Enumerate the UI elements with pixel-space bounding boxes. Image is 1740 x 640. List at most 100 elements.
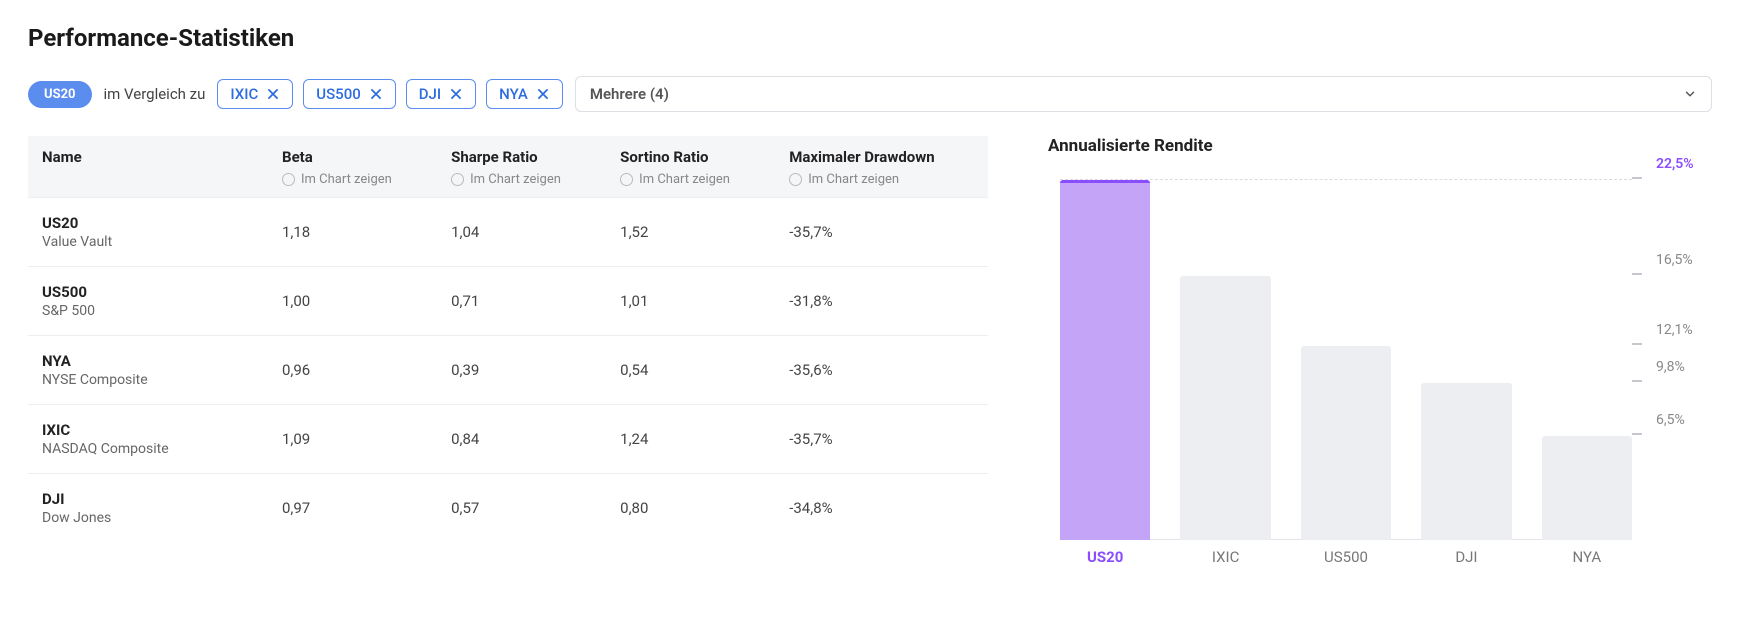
radio-icon (620, 173, 633, 186)
tag-label: NYA (499, 85, 528, 103)
bar-label: DJI (1455, 548, 1477, 566)
sortino-cell: 1,52 (606, 198, 775, 267)
show-in-chart-toggle[interactable]: Im Chart zeigen (620, 172, 761, 187)
row-symbol: IXIC (42, 421, 254, 439)
show-in-chart-toggle[interactable]: Im Chart zeigen (451, 172, 592, 187)
tag-label: US500 (316, 85, 360, 103)
compare-tag-ixic[interactable]: IXIC (217, 79, 293, 109)
compare-dropdown[interactable]: Mehrere (4) (575, 76, 1712, 112)
column-header-sortino: Sortino Ratio Im Chart zeigen (606, 136, 775, 198)
compare-row: US20 im Vergleich zu IXICUS500DJINYA Meh… (28, 76, 1712, 112)
bar-rect (1180, 276, 1270, 540)
close-icon[interactable] (449, 87, 463, 101)
drawdown-cell: -35,7% (775, 405, 988, 474)
tag-label: DJI (419, 85, 441, 103)
bar-us500[interactable]: US500 (1301, 180, 1391, 540)
bar-rect (1060, 180, 1150, 540)
dropdown-label: Mehrere (4) (590, 85, 669, 103)
close-icon[interactable] (536, 87, 550, 101)
row-name: Dow Jones (42, 510, 254, 526)
drawdown-cell: -35,6% (775, 336, 988, 405)
table-row: US20Value Vault1,181,041,52-35,7% (28, 198, 988, 267)
sharpe-cell: 1,04 (437, 198, 606, 267)
radio-icon (789, 173, 802, 186)
show-in-chart-label: Im Chart zeigen (470, 172, 561, 187)
y-axis-label: 12,1% (1642, 322, 1712, 338)
bar-cap (1060, 180, 1150, 183)
bar-label: NYA (1573, 548, 1602, 566)
bar-dji[interactable]: DJI (1421, 180, 1511, 540)
sharpe-cell: 0,71 (437, 267, 606, 336)
column-header-name: Name (28, 136, 268, 198)
sharpe-cell: 0,39 (437, 336, 606, 405)
tag-label: IXIC (230, 85, 258, 103)
y-axis-label: 22,5% (1642, 156, 1712, 172)
beta-cell: 1,09 (268, 405, 437, 474)
page-title: Performance-Statistiken (28, 24, 1712, 52)
drawdown-cell: -35,7% (775, 198, 988, 267)
sharpe-cell: 0,57 (437, 474, 606, 542)
table-row: IXIC NASDAQ Composite 1,090,841,24-35,7% (28, 405, 988, 474)
compare-tag-nya[interactable]: NYA (486, 79, 563, 109)
row-symbol: US500 (42, 283, 254, 301)
drawdown-cell: -31,8% (775, 267, 988, 336)
show-in-chart-toggle[interactable]: Im Chart zeigen (789, 172, 974, 187)
name-cell: IXIC NASDAQ Composite (28, 405, 268, 474)
bar-label: US20 (1087, 548, 1123, 566)
row-name: S&P 500 (42, 303, 254, 319)
name-cell: US500 S&P 500 (28, 267, 268, 336)
column-label: Sharpe Ratio (451, 148, 592, 166)
column-label: Beta (282, 148, 423, 166)
bar-label: IXIC (1212, 548, 1239, 566)
sortino-cell: 0,54 (606, 336, 775, 405)
y-tick (1632, 343, 1642, 345)
chevron-down-icon (1683, 87, 1697, 101)
row-symbol: US20 (42, 214, 254, 232)
show-in-chart-label: Im Chart zeigen (808, 172, 899, 187)
y-axis-label: 16,5% (1642, 252, 1712, 268)
close-icon[interactable] (266, 87, 280, 101)
y-axis-label: 6,5% (1642, 412, 1712, 428)
table-row: US500S&P 5001,000,711,01-31,8% (28, 267, 988, 336)
compare-tag-dji[interactable]: DJI (406, 79, 476, 109)
show-in-chart-toggle[interactable]: Im Chart zeigen (282, 172, 423, 187)
show-in-chart-label: Im Chart zeigen (301, 172, 392, 187)
column-header-beta: Beta Im Chart zeigen (268, 136, 437, 198)
bar-rect (1421, 383, 1511, 540)
column-label: Sortino Ratio (620, 148, 761, 166)
sharpe-cell: 0,84 (437, 405, 606, 474)
table-row: DJI Dow Jones 0,970,570,80-34,8% (28, 474, 988, 542)
name-cell: US20Value Vault (28, 198, 268, 267)
beta-cell: 1,18 (268, 198, 437, 267)
column-label: Name (42, 148, 254, 166)
beta-cell: 0,96 (268, 336, 437, 405)
bar-rect (1301, 346, 1391, 540)
row-name: NASDAQ Composite (42, 441, 254, 457)
column-label: Maximaler Drawdown (789, 148, 974, 166)
table-row: NYANYSE Composite0,960,390,54-35,6% (28, 336, 988, 405)
y-tick (1632, 380, 1642, 382)
close-icon[interactable] (369, 87, 383, 101)
column-header-drawdown: Maximaler Drawdown Im Chart zeigen (775, 136, 988, 198)
row-name: NYSE Composite (42, 372, 254, 388)
return-chart: Annualisierte Rendite 22,5% 16,5% 12,1% 9,8… (1048, 136, 1712, 542)
chart-title: Annualisierte Rendite (1048, 136, 1712, 156)
sortino-cell: 0,80 (606, 474, 775, 542)
bar-ixic[interactable]: IXIC (1180, 180, 1270, 540)
compare-tag-us500[interactable]: US500 (303, 79, 395, 109)
drawdown-cell: -34,8% (775, 474, 988, 542)
primary-pill[interactable]: US20 (28, 81, 92, 108)
row-symbol: DJI (42, 490, 254, 508)
show-in-chart-label: Im Chart zeigen (639, 172, 730, 187)
radio-icon (282, 173, 295, 186)
y-axis-label: 9,8% (1642, 359, 1712, 375)
radio-icon (451, 173, 464, 186)
bar-nya[interactable]: NYA (1542, 180, 1632, 540)
bar-label: US500 (1324, 548, 1368, 566)
beta-cell: 0,97 (268, 474, 437, 542)
y-tick (1632, 433, 1642, 435)
column-header-sharpe: Sharpe Ratio Im Chart zeigen (437, 136, 606, 198)
bar-us20[interactable]: US20 (1060, 180, 1150, 540)
y-tick (1632, 177, 1642, 179)
sortino-cell: 1,24 (606, 405, 775, 474)
